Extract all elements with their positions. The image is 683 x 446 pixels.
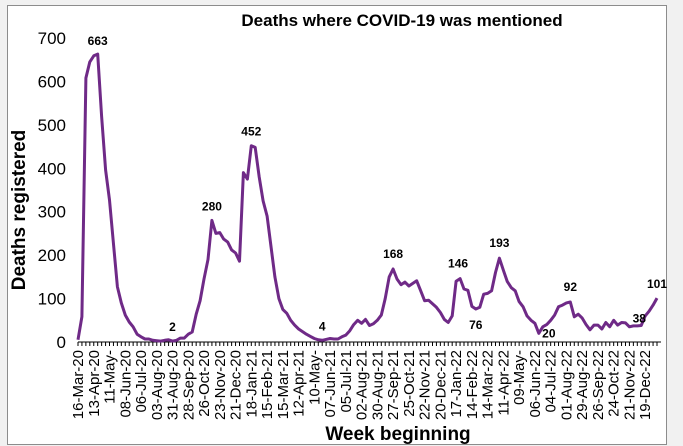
x-tick-label: 22-Nov-21 xyxy=(417,350,434,420)
data-label: 280 xyxy=(202,199,222,213)
x-tick-label: 14-Feb-22 xyxy=(464,350,481,419)
chart-title: Deaths where COVID-19 was mentioned xyxy=(241,11,562,30)
x-tick-label: 28-Sep-20 xyxy=(180,350,197,420)
data-label: 38 xyxy=(633,311,647,325)
y-tick-label: 500 xyxy=(38,116,66,135)
x-tick-label: 30-Aug-21 xyxy=(369,350,386,420)
y-tick-label: 700 xyxy=(38,29,66,48)
chart-frame xyxy=(7,5,667,445)
x-tick-label: 10-May- xyxy=(306,350,323,405)
x-tick-label: 26-Oct-20 xyxy=(196,350,213,417)
x-tick-label: 27-Sep-21 xyxy=(385,350,402,420)
x-tick-label: 13-Apr-20 xyxy=(86,350,103,417)
data-label: 2 xyxy=(169,320,176,334)
x-tick-label: 21-Nov-22 xyxy=(621,350,638,420)
data-label: 4 xyxy=(319,319,326,333)
x-tick-label: 19-Dec-22 xyxy=(637,350,654,420)
x-tick-label: 06-Jun-22 xyxy=(527,350,544,418)
data-label: 146 xyxy=(448,257,468,271)
data-label: 168 xyxy=(383,247,403,261)
x-tick-label: 03-Aug-20 xyxy=(149,350,166,420)
x-tick-label: 20-Dec-21 xyxy=(432,350,449,420)
series-line xyxy=(76,52,659,343)
y-tick-label: 200 xyxy=(38,246,66,265)
data-label: 20 xyxy=(542,326,556,340)
x-tick-label: 07-Jun-21 xyxy=(322,350,339,418)
x-tick-label: 08-Jun-20 xyxy=(117,350,134,418)
x-tick-label: 11-Apr-22 xyxy=(495,350,512,416)
x-tick-label: 14-Mar-22 xyxy=(480,350,497,419)
x-tick-label: 17-Jan-22 xyxy=(448,350,465,418)
data-label: 92 xyxy=(564,280,578,294)
data-label: 663 xyxy=(88,34,108,48)
x-tick-label: 09-May- xyxy=(511,350,528,405)
y-tick-label: 100 xyxy=(38,290,66,309)
x-tick-label: 12-Apr-21 xyxy=(291,350,308,417)
y-tick-label: 600 xyxy=(38,72,66,91)
x-tick-label: 21-Dec-20 xyxy=(228,350,245,420)
y-tick-label: 400 xyxy=(38,159,66,178)
data-label: 452 xyxy=(241,125,261,139)
x-tick-label: 31-Aug-20 xyxy=(165,350,182,420)
x-tick-label: 23-Nov-20 xyxy=(212,350,229,420)
y-axis-title: Deaths registered xyxy=(9,130,30,291)
x-axis-title: Week beginning xyxy=(325,424,470,445)
x-tick-label: 15-Feb-21 xyxy=(259,350,276,419)
data-label: 101 xyxy=(647,277,667,291)
x-tick-label: 16-Mar-20 xyxy=(70,350,87,419)
x-tick-label: 15-Mar-21 xyxy=(275,350,292,419)
x-tick-label: 05-Jul-21 xyxy=(338,350,355,413)
x-tick-label: 26-Sep-22 xyxy=(590,350,607,420)
x-tick-label: 18-Jan-21 xyxy=(243,350,260,418)
x-tick-label: 24-Oct-22 xyxy=(606,350,623,417)
y-tick-label: 300 xyxy=(38,203,66,222)
x-tick-label: 02-Aug-21 xyxy=(354,350,371,420)
x-tick-label: 11-May- xyxy=(102,350,119,404)
data-label: 193 xyxy=(489,236,509,250)
x-tick-label: 06-Jul-20 xyxy=(133,350,150,413)
x-tick-label: 25-Oct-21 xyxy=(401,350,418,417)
data-label: 76 xyxy=(469,318,483,332)
x-tick-label: 01-Aug-22 xyxy=(558,350,575,420)
x-tick-label: 29-Aug-22 xyxy=(574,350,591,420)
y-tick-label: 0 xyxy=(57,333,66,352)
x-tick-label: 04-Jul-22 xyxy=(543,350,560,413)
